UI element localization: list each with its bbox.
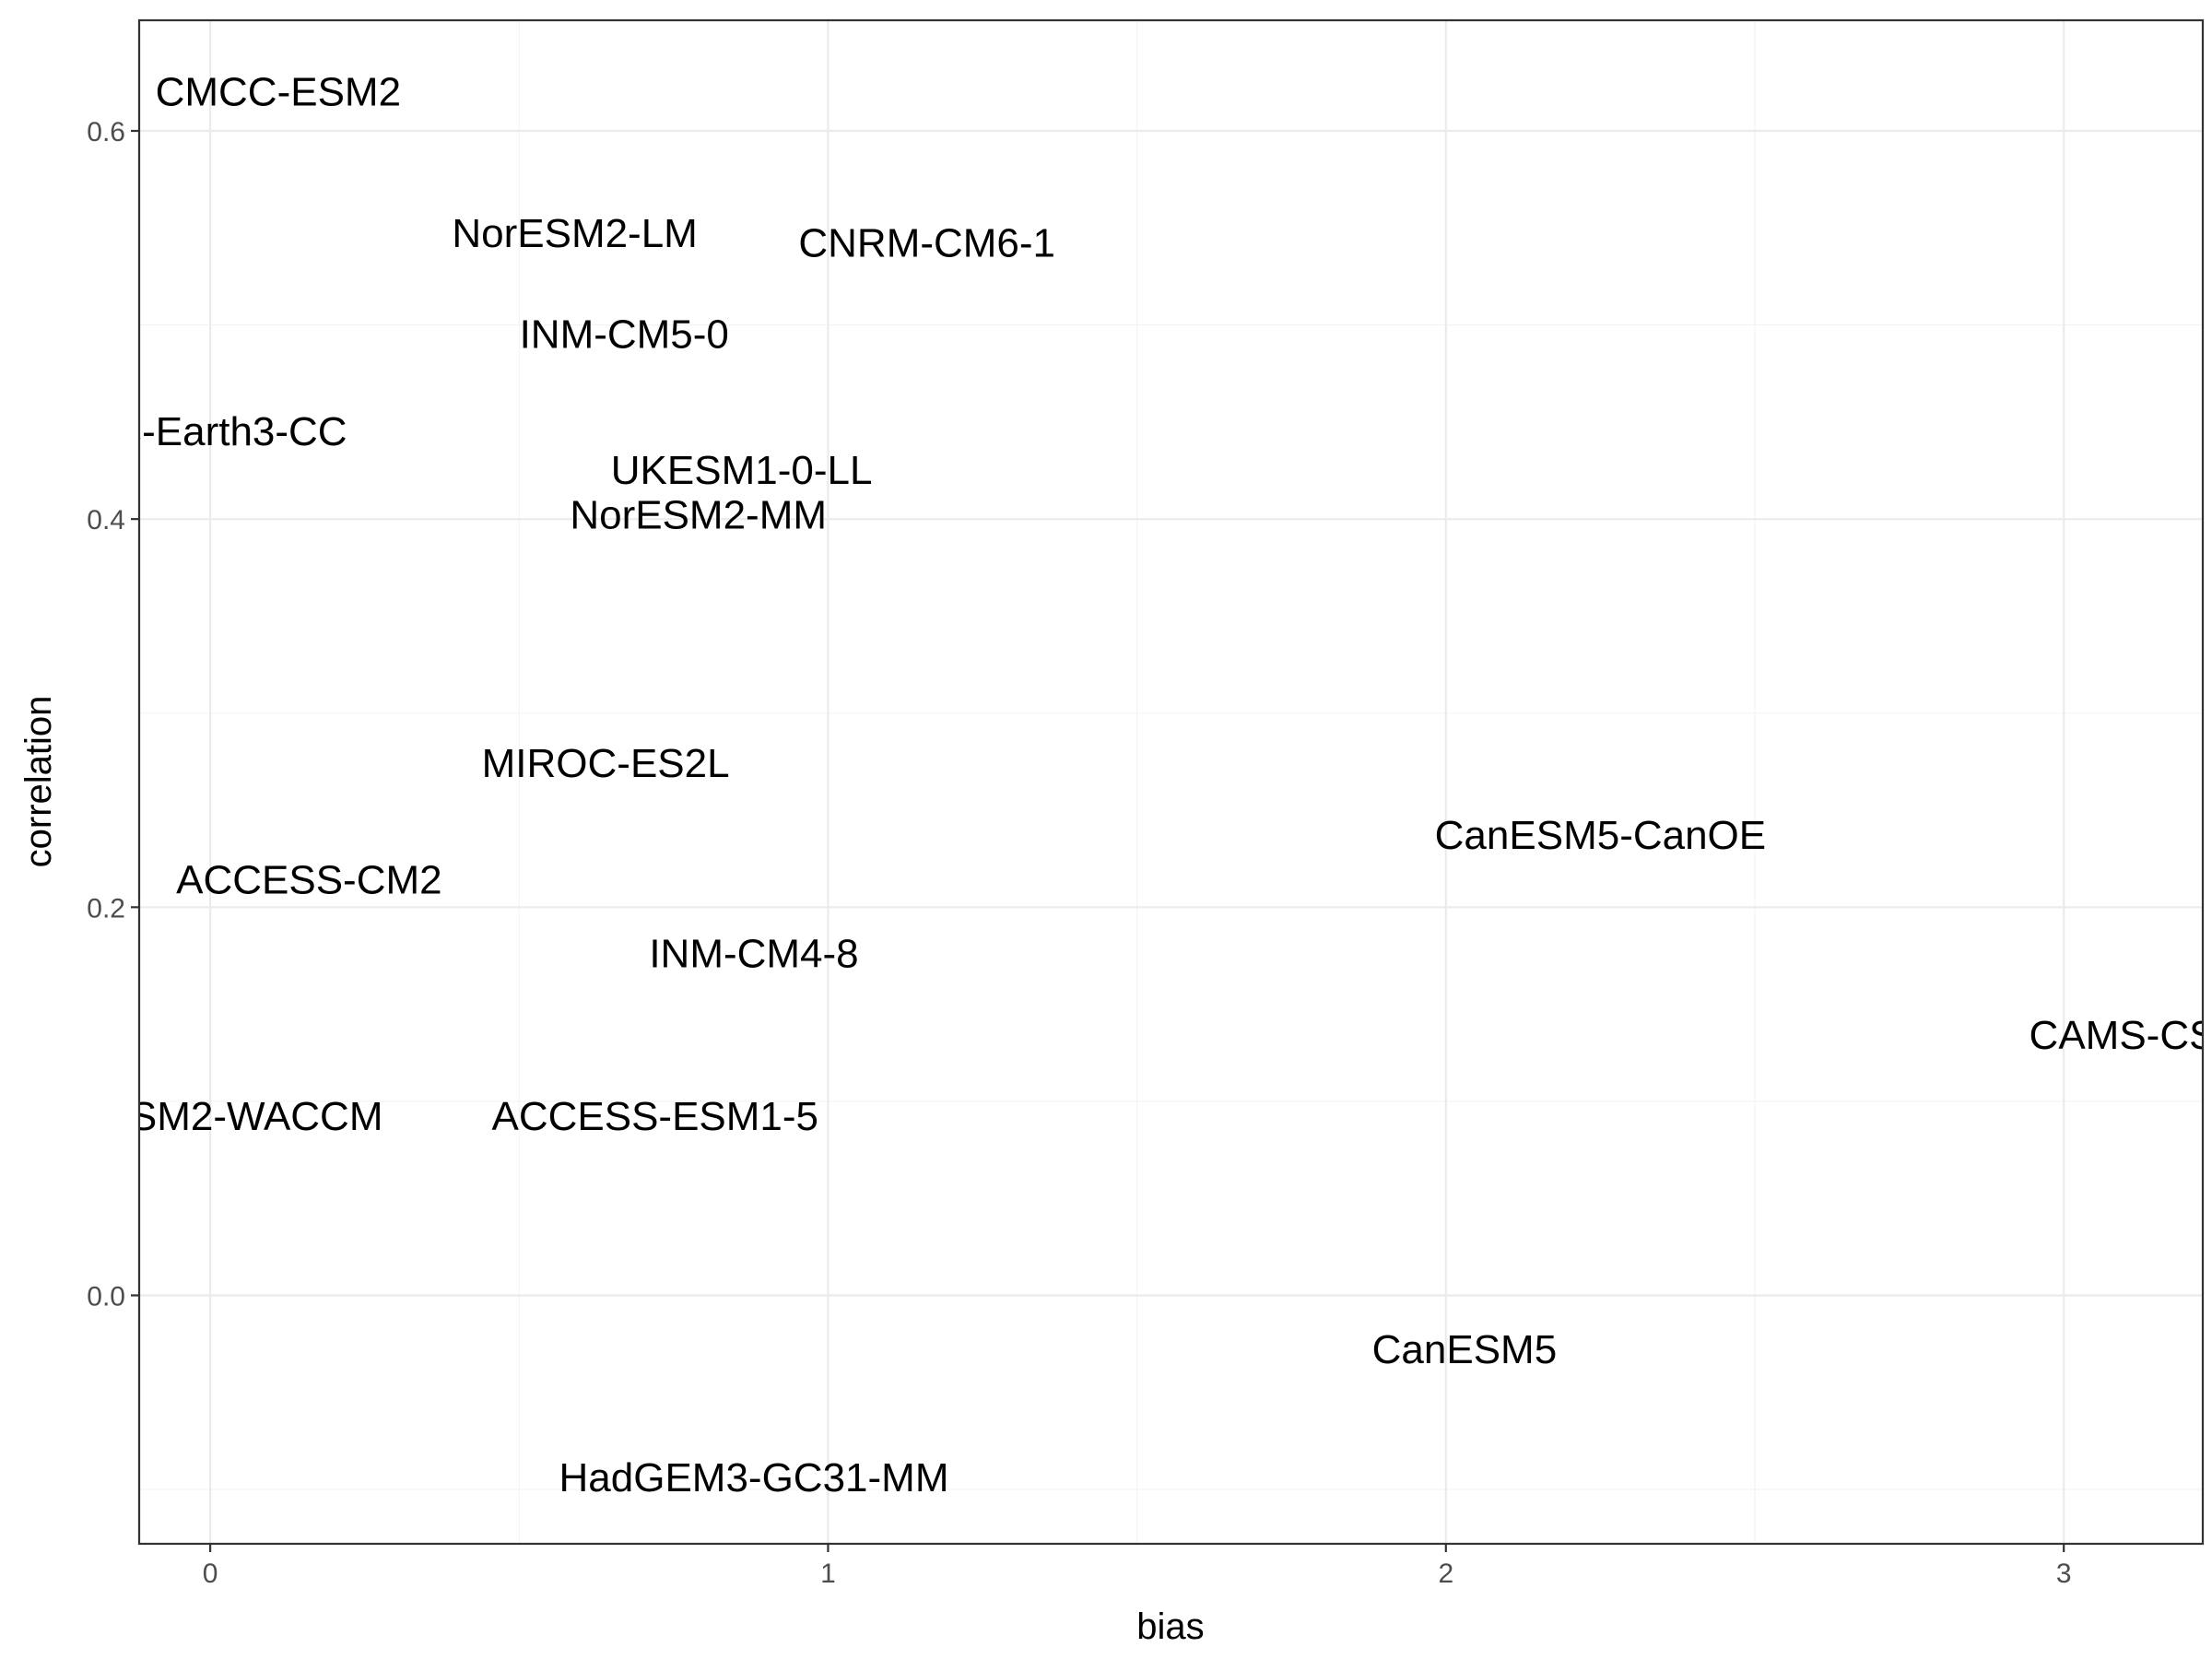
point-labels: CMCC-ESM2 NorESM2-LM CNRM-CM6-1 INM-CM5-0 EC… [38, 69, 2212, 1500]
y-axis-ticks: 0.0 0.2 0.4 0.6 [87, 117, 139, 1312]
point-label: NorESM2-WACCM [38, 1094, 383, 1139]
y-tick-label: 0.4 [87, 505, 125, 535]
point-label: CMCC-ESM2 [156, 69, 401, 114]
x-tick-label: 2 [1438, 1559, 1453, 1589]
point-label: NorESM2-LM [452, 211, 698, 256]
point-label: ACCESS-ESM1-5 [491, 1094, 818, 1139]
point-label: MIROC-ES2L [482, 741, 730, 786]
y-tick-label: 0.2 [87, 893, 125, 924]
point-label: INM-CM5-0 [520, 312, 729, 358]
point-label: CNRM-CM6-1 [798, 221, 1055, 266]
y-tick-label: 0.0 [87, 1281, 125, 1312]
point-label: CanESM5 [1372, 1327, 1558, 1372]
panel-border [137, 18, 2205, 1546]
x-axis-title: bias [1136, 1606, 1204, 1647]
x-tick-label: 1 [820, 1559, 836, 1589]
point-label: CanESM5-CanOE [1435, 813, 1766, 858]
point-label: INM-CM4-8 [649, 931, 858, 976]
x-axis-ticks: 0 1 2 3 [203, 1544, 2072, 1589]
point-label: UKESM1-0-LL [611, 448, 873, 493]
y-tick-label: 0.6 [87, 117, 125, 147]
point-label: ACCESS-CM2 [176, 857, 442, 902]
y-axis-title: correlation [18, 696, 59, 868]
point-label: CAMS-CSM1-0 [2030, 1013, 2212, 1058]
point-label: HadGEM3-GC31-MM [559, 1455, 949, 1500]
point-label: EC-Earth3-CC [86, 409, 347, 454]
point-label: NorESM2-MM [570, 492, 827, 537]
x-tick-label: 0 [203, 1559, 218, 1589]
x-tick-label: 3 [2056, 1559, 2072, 1589]
grid-lines [139, 20, 2203, 1544]
